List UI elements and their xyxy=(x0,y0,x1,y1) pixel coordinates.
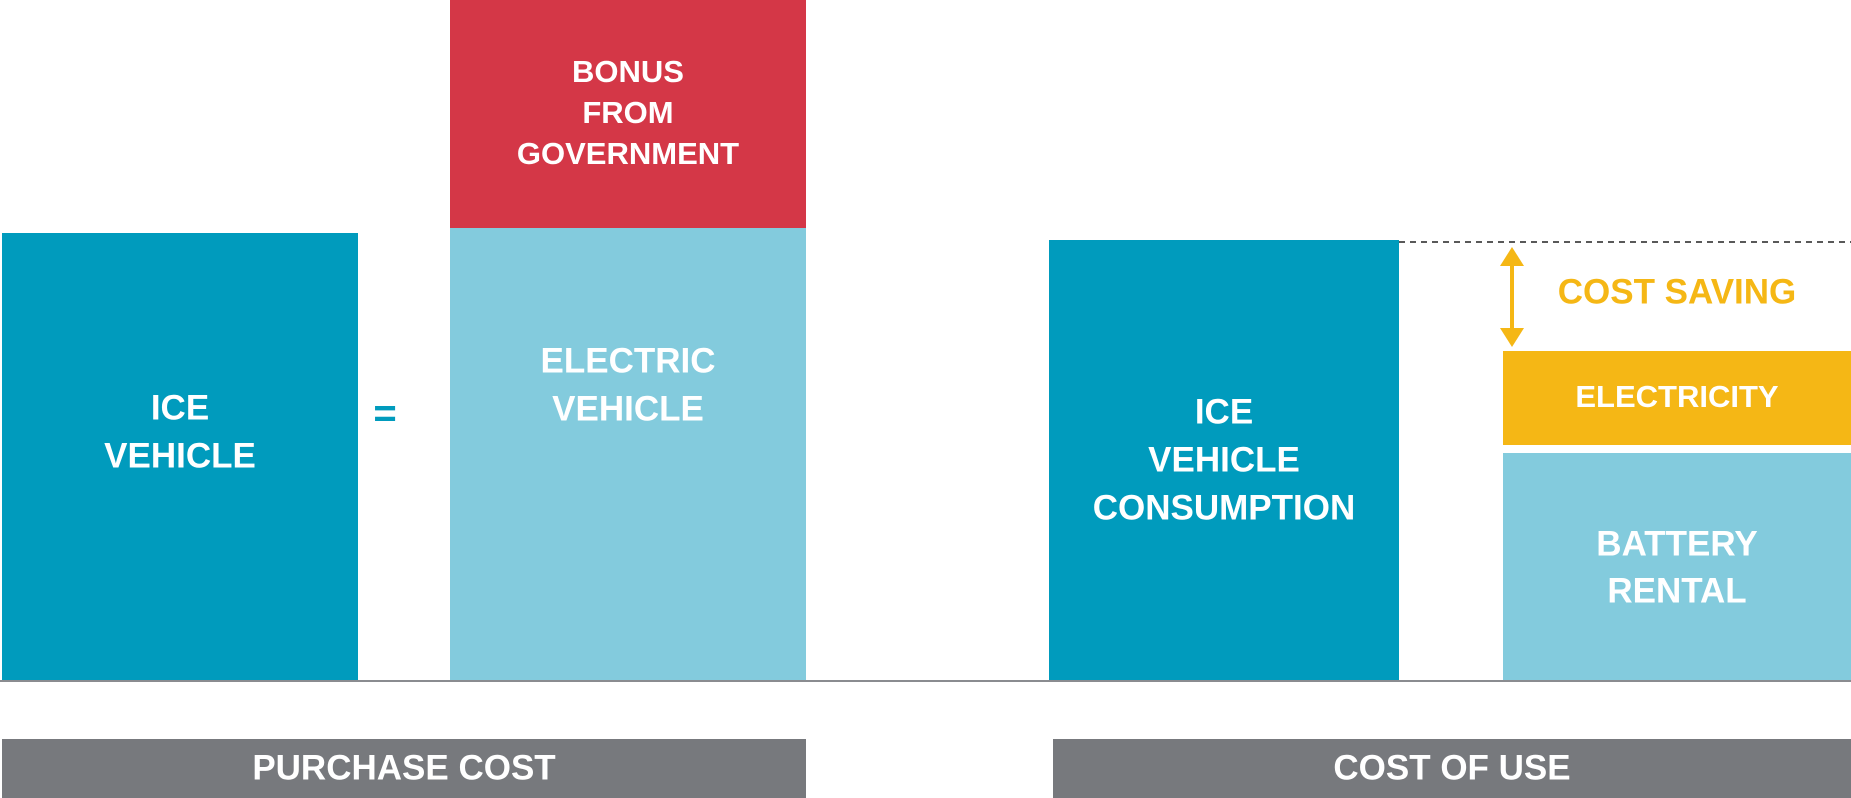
footer-label: COST OF USE xyxy=(1333,748,1570,787)
label: BATTERY xyxy=(1596,524,1757,563)
label: VEHICLE xyxy=(1148,440,1300,479)
label: VEHICLE xyxy=(104,436,256,475)
label: ICE xyxy=(1195,392,1253,431)
footer-bar xyxy=(2,739,806,798)
saving-arrow xyxy=(1500,247,1524,347)
label: RENTAL xyxy=(1607,571,1746,610)
label: ELECTRICITY xyxy=(1575,379,1779,414)
label: FROM xyxy=(582,95,673,130)
label: ELECTRIC xyxy=(541,341,716,380)
electric-vehicle-box xyxy=(450,228,806,681)
battery-box xyxy=(1503,453,1851,681)
electricity-box xyxy=(1503,351,1851,445)
ice-consumption-box xyxy=(1049,240,1399,681)
label: GOVERNMENT xyxy=(517,136,739,171)
footer-bar xyxy=(1053,739,1851,798)
label: CONSUMPTION xyxy=(1093,488,1356,527)
label: BONUS xyxy=(572,54,684,89)
label: VEHICLE xyxy=(552,389,704,428)
ice-vehicle-box xyxy=(2,233,358,681)
cost-saving-label: COST SAVING xyxy=(1558,272,1797,311)
bonus-box xyxy=(450,0,806,228)
equals-sign: = xyxy=(373,392,396,436)
label: ICE xyxy=(151,388,209,427)
footer-label: PURCHASE COST xyxy=(252,748,555,787)
